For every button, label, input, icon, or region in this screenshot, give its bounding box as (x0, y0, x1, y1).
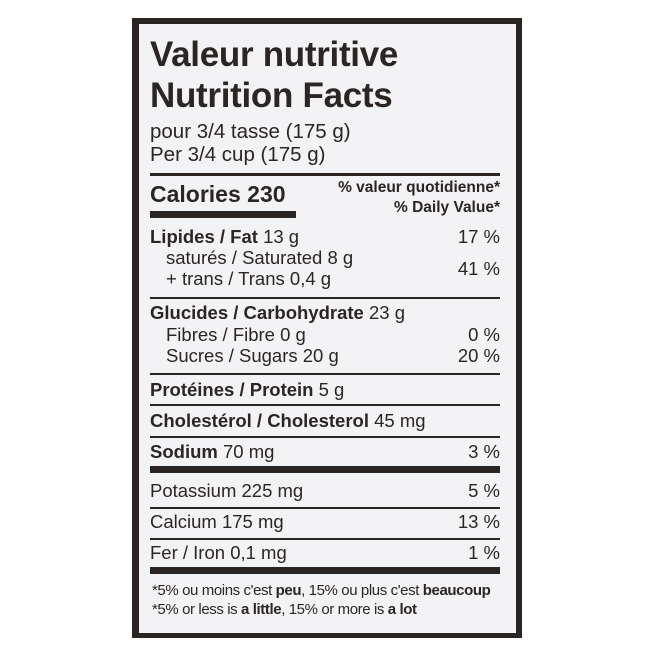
saturated-row: saturés / Saturated 8 g (166, 247, 354, 268)
calcium-dv: 13 % (457, 511, 500, 532)
thick-divider (150, 466, 500, 473)
serving-en: Per 3/4 cup (175 g) (150, 143, 326, 166)
potassium-row: Potassium 225 mg (150, 480, 304, 501)
divider (150, 173, 500, 176)
fat-row: Lipides / Fat 13 g (150, 226, 300, 247)
potassium-dv: 5 % (468, 480, 500, 501)
saturated-trans-dv: 41 % (457, 258, 500, 279)
calcium-row: Calcium 175 mg (150, 511, 284, 532)
title-fr: Valeur nutritive (150, 35, 399, 74)
dv-header-en: % Daily Value* (394, 199, 500, 216)
fibre-dv: 0 % (468, 324, 500, 345)
calories: Calories 230 (150, 181, 286, 207)
footnote-fr: *5% ou moins c'est peu, 15% ou plus c'es… (152, 582, 491, 599)
divider (150, 297, 500, 299)
sugars-dv: 20 % (457, 345, 500, 366)
nutrition-label-frame (132, 18, 522, 638)
trans-row: + trans / Trans 0,4 g (166, 268, 332, 289)
iron-dv: 1 % (468, 542, 500, 563)
divider (150, 538, 500, 540)
sugars-row: Sucres / Sugars 20 g (166, 345, 339, 366)
cholesterol-row: Cholestérol / Cholesterol 45 mg (150, 410, 426, 431)
serving-fr: pour 3/4 tasse (175 g) (150, 120, 351, 143)
sodium-row: Sodium 70 mg (150, 441, 275, 462)
thick-divider (150, 567, 500, 574)
fibre-row: Fibres / Fibre 0 g (166, 324, 306, 345)
sodium-dv: 3 % (468, 441, 500, 462)
divider (150, 507, 500, 509)
divider (150, 436, 500, 438)
iron-row: Fer / Iron 0,1 mg (150, 542, 287, 563)
calories-bar (150, 211, 296, 218)
fat-dv: 17 % (457, 226, 500, 247)
footnote-en: *5% or less is a little, 15% or more is … (152, 601, 417, 618)
protein-row: Protéines / Protein 5 g (150, 379, 345, 400)
dv-header-fr: % valeur quotidienne* (338, 179, 500, 196)
title-en: Nutrition Facts (150, 76, 393, 115)
divider (150, 404, 500, 406)
carb-row: Glucides / Carbohydrate 23 g (150, 302, 405, 323)
divider (150, 373, 500, 375)
